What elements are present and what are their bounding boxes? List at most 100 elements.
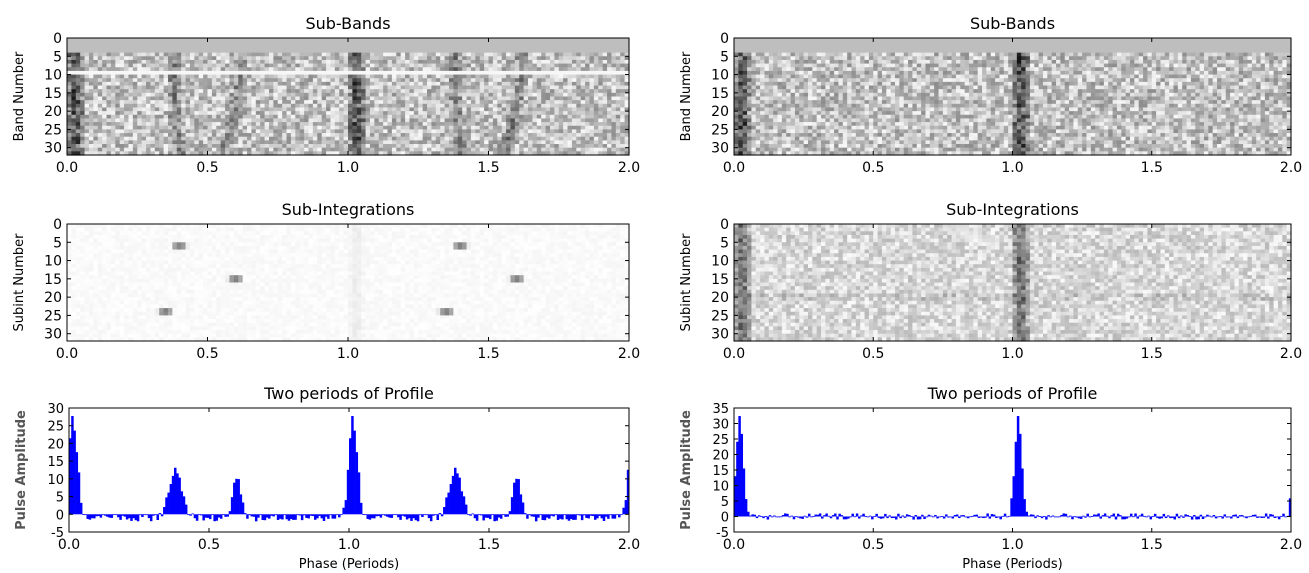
heatmap-cell xyxy=(207,92,213,98)
heatmap-cell xyxy=(189,140,195,145)
heatmap-cell xyxy=(554,38,560,43)
heatmap-cell xyxy=(88,100,94,105)
heatmap-cell xyxy=(255,147,261,152)
heatmap-cell xyxy=(855,41,861,46)
heatmap-cell xyxy=(611,136,617,141)
heatmap-cell xyxy=(506,114,512,120)
heatmap-cell xyxy=(1060,38,1066,43)
heatmap-cell xyxy=(220,144,226,149)
heatmap-cell xyxy=(383,41,389,46)
heatmap-cell xyxy=(448,147,454,152)
heatmap-cell xyxy=(211,133,217,138)
heatmap-cell xyxy=(580,147,586,152)
heatmap-cell xyxy=(860,45,866,50)
heatmap-cell xyxy=(1143,52,1148,57)
heatmap-cell xyxy=(80,78,86,83)
heatmap-cell xyxy=(383,129,389,134)
heatmap-cell xyxy=(567,63,573,68)
heatmap-cell xyxy=(339,140,345,145)
heatmap-cell xyxy=(528,41,534,46)
heatmap-cell xyxy=(396,111,402,116)
heatmap-cell xyxy=(890,41,896,46)
heatmap-cell xyxy=(444,48,450,54)
heatmap-cell xyxy=(119,107,125,112)
heatmap-cell xyxy=(567,85,573,90)
heatmap-cell xyxy=(593,136,599,141)
heatmap-cell xyxy=(576,48,582,54)
heatmap-cell xyxy=(268,151,274,156)
heatmap-cell xyxy=(435,111,441,116)
heatmap-cell xyxy=(607,85,613,90)
heatmap-cell xyxy=(571,52,577,57)
heatmap-cell xyxy=(549,56,555,61)
heatmap-cell xyxy=(220,63,226,68)
heatmap-cell xyxy=(536,45,542,50)
heatmap-cell xyxy=(528,114,534,120)
heatmap-cell xyxy=(321,107,327,112)
heatmap-cell xyxy=(501,85,507,90)
heatmap-cell xyxy=(352,59,358,65)
heatmap-cell xyxy=(198,147,204,152)
heatmap-cell xyxy=(825,38,831,43)
heatmap-cell xyxy=(519,85,525,90)
heatmap-cell xyxy=(369,85,375,90)
heatmap-cell xyxy=(304,140,310,145)
heatmap-cell xyxy=(251,67,257,72)
heatmap-cell xyxy=(203,48,209,54)
heatmap-cell xyxy=(549,48,555,54)
heatmap-cell xyxy=(541,100,547,105)
heatmap-cell xyxy=(479,96,485,101)
heatmap-cell xyxy=(146,144,152,149)
heatmap-cell xyxy=(198,133,204,138)
heatmap-cell xyxy=(747,41,752,46)
heatmap-cell xyxy=(1060,45,1066,50)
heatmap-cell xyxy=(510,125,516,131)
heatmap-cell xyxy=(356,70,362,76)
heatmap-cell xyxy=(580,78,586,83)
heatmap-cell xyxy=(615,107,621,112)
heatmap-cell xyxy=(264,107,270,112)
heatmap-cell xyxy=(233,151,239,156)
heatmap-cell xyxy=(1134,45,1140,50)
heatmap-cell xyxy=(304,89,310,94)
heatmap-cell xyxy=(908,52,914,57)
heatmap-cell xyxy=(383,74,389,79)
heatmap-cell xyxy=(321,89,327,94)
heatmap-cell xyxy=(855,45,861,50)
heatmap-cell xyxy=(67,70,72,76)
heatmap-cell xyxy=(119,100,125,105)
heatmap-cell xyxy=(532,122,538,127)
heatmap-cell xyxy=(378,129,384,134)
heatmap-cell xyxy=(611,67,617,72)
heatmap-cell xyxy=(225,92,231,98)
heatmap-cell xyxy=(238,89,244,94)
heatmap-cell xyxy=(383,89,389,94)
heatmap-cell xyxy=(348,147,353,152)
heatmap-cell xyxy=(528,63,534,68)
heatmap-cell xyxy=(851,38,857,43)
heatmap-cell xyxy=(803,52,809,57)
heatmap-cell xyxy=(295,147,301,152)
heatmap-cell xyxy=(903,41,909,46)
heatmap-cell xyxy=(396,92,402,98)
heatmap-cell xyxy=(356,56,362,61)
heatmap-cell xyxy=(1073,52,1079,57)
heatmap-cell xyxy=(242,56,248,61)
heatmap-cell xyxy=(374,96,380,101)
heatmap-cell xyxy=(1090,38,1096,43)
heatmap-cell xyxy=(1164,48,1170,54)
heatmap-cell xyxy=(260,38,266,43)
heatmap-cell xyxy=(881,38,887,43)
heatmap-cell xyxy=(369,56,375,61)
heatmap-cell xyxy=(146,118,152,123)
heatmap-cell xyxy=(558,122,564,127)
heatmap-cell xyxy=(427,92,433,98)
heatmap-cell xyxy=(895,41,900,46)
heatmap-cell xyxy=(286,147,292,152)
heatmap-cell xyxy=(1021,59,1027,65)
heatmap-cell xyxy=(409,85,415,90)
heatmap-cell xyxy=(418,125,424,131)
heatmap-cell xyxy=(431,48,437,54)
heatmap-cell xyxy=(563,92,569,98)
heatmap-cell xyxy=(620,56,626,61)
